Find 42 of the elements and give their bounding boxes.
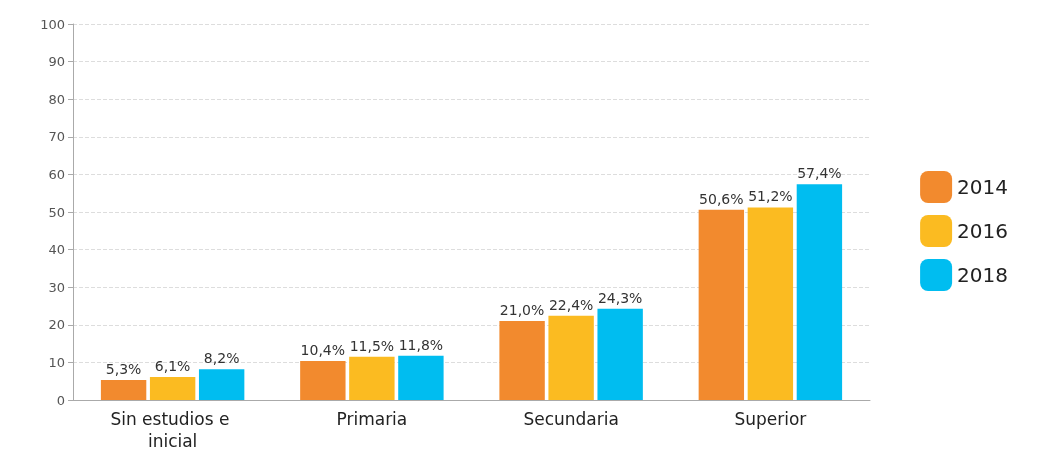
bar (499, 321, 545, 400)
bar (198, 369, 245, 400)
bar (349, 356, 395, 400)
bar (747, 207, 794, 400)
y-tick-label: 30 (48, 279, 65, 295)
data-label: 22,4% (548, 296, 594, 313)
legend-label: 2014 (957, 175, 1009, 199)
y-tick-label: 40 (48, 242, 65, 258)
legend-label: 2018 (957, 263, 1009, 287)
bar (149, 377, 196, 400)
y-tick-label: 100 (40, 16, 65, 32)
y-tick-label: 0 (56, 392, 65, 408)
data-label: 10,4% (300, 341, 346, 358)
data-label: 50,6% (699, 190, 744, 207)
data-label: 6,1% (154, 358, 191, 375)
bar (100, 380, 147, 400)
x-tick-label: Secundaria (523, 409, 619, 429)
y-tick-label: 90 (48, 54, 65, 70)
bar (796, 184, 843, 400)
legend-label: 2016 (957, 219, 1009, 243)
x-tick-label: Sin estudios e inicial (110, 409, 235, 451)
bar (597, 308, 643, 400)
y-tick-label: 60 (48, 166, 65, 182)
data-label: 11,5% (349, 337, 395, 354)
y-tick-label: 20 (48, 317, 65, 333)
data-label: 11,8% (398, 336, 444, 353)
data-label: 8,2% (203, 350, 240, 367)
x-tick-label: Superior (734, 409, 807, 429)
data-label: 21,0% (499, 302, 545, 319)
data-label: 24,3% (597, 289, 643, 306)
data-label: 51,2% (748, 188, 793, 205)
bar (698, 209, 745, 400)
data-label: 57,4% (797, 165, 842, 182)
bar (300, 360, 346, 400)
y-tick-label: 50 (48, 204, 65, 220)
x-tick-label: Primaria (336, 409, 408, 429)
bar (548, 315, 594, 400)
data-label: 5,3% (105, 361, 142, 378)
y-tick-label: 10 (48, 354, 65, 370)
y-tick-label: 70 (48, 129, 65, 145)
y-tick-label: 80 (48, 91, 65, 107)
bar (398, 355, 444, 400)
